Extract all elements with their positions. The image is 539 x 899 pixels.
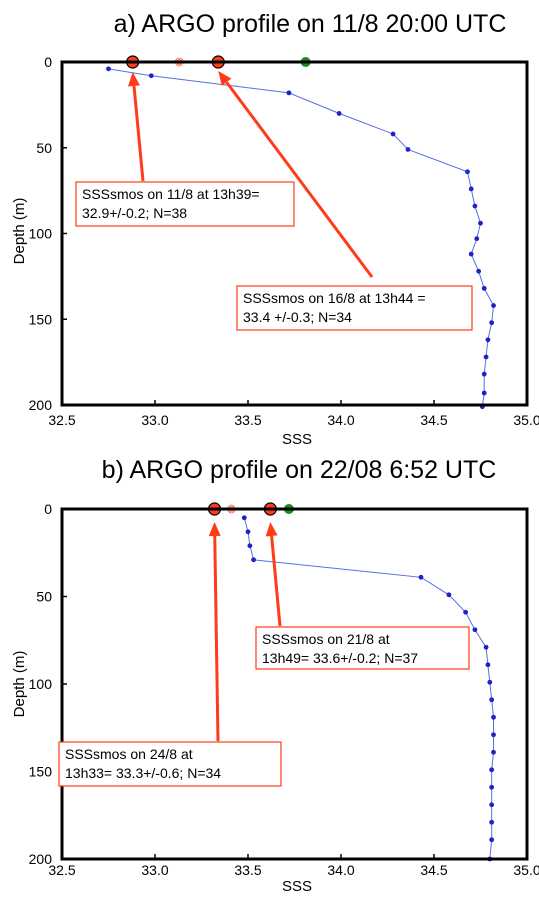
panel-a-annotation-arrow: [132, 85, 145, 182]
panel-b-xtick-label: 35.0: [513, 862, 539, 878]
panel-a-xtick-label: 33.0: [141, 412, 168, 428]
panel-a-profile-point: [476, 268, 482, 274]
panel-a-profile-point: [472, 203, 478, 209]
panel-b-annotation-arrowhead: [265, 522, 278, 537]
panel-a-profile-point: [336, 111, 342, 116]
panel-b-profile-point: [489, 767, 495, 773]
panel-a-annotation-arrowhead: [218, 71, 232, 86]
panel-b-ytick-label: 50: [36, 589, 52, 605]
panel-a-annotation-text: SSSsmos on 11/8 at 13h39=: [82, 186, 260, 202]
panel-b-annotation-arrow: [270, 535, 282, 627]
panel-b-profile-point: [489, 784, 495, 790]
panel-a-profile-point: [491, 303, 496, 308]
panel-b-profile-point: [485, 662, 491, 668]
panel-b-xtick-label: 34.5: [420, 862, 447, 878]
panel-b-profile-point: [489, 837, 495, 843]
panel-a-annotation-text: 32.9+/-0.2; N=38: [82, 205, 187, 221]
panel-a-annotation-box: [75, 181, 295, 227]
panel-a-profile-point: [474, 236, 480, 242]
panel-b-profile-point: [245, 529, 251, 535]
panel-b-profile-point: [491, 714, 496, 720]
panel-b-profile-point: [247, 543, 253, 549]
panel-a-title: a) ARGO profile on 11/8 20:00 UTC: [114, 10, 507, 38]
panel-a-xtick-label: 32.5: [48, 412, 75, 428]
panel-a-ytick-label: 150: [29, 311, 53, 327]
panel-b-ytick-label: 150: [29, 764, 53, 780]
panel-a-annotation-arrow: [225, 81, 374, 278]
panel-a-profile-point: [106, 66, 111, 72]
panel-a-xlabel: SSS: [282, 431, 312, 448]
panel-b-profile-point: [489, 819, 495, 825]
panel-a-ylabel: Depth (m): [11, 198, 28, 265]
panel-a-profile-point: [286, 90, 292, 96]
panel-b-xtick-label: 33.0: [141, 862, 168, 878]
panel-a-annotation-box: [236, 285, 473, 331]
panel-b-xtick-label: 33.5: [234, 862, 261, 878]
panel-a-profile-point: [390, 131, 396, 137]
panel-b-profile-point: [251, 557, 256, 563]
panel-b-chart: b) ARGO profile on 22/08 6:52 UTC SSS De…: [11, 456, 539, 895]
panel-a-xtick-label: 33.5: [234, 412, 261, 428]
panel-b-profile-point: [491, 749, 496, 755]
panel-a-annotation-text: SSSsmos on 16/8 at 13h44 =: [243, 290, 426, 306]
panel-a-chart: a) ARGO profile on 11/8 20:00 UTC SSS De…: [11, 10, 539, 448]
panel-a-profile-point: [489, 320, 495, 326]
panel-b-annotation-arrowhead: [208, 522, 221, 537]
panel-b-frame: [60, 507, 529, 861]
panel-b-annotation-arrow: [213, 535, 220, 742]
panel-a-profile-point: [468, 251, 474, 257]
panel-b-profile-point: [472, 627, 478, 633]
panel-a-profile-point: [478, 220, 483, 226]
panel-b-profile-point: [418, 574, 424, 580]
panel-a-frame: [60, 60, 529, 407]
panel-b-title: b) ARGO profile on 22/08 6:52 UTC: [102, 456, 497, 484]
panel-a-profile-point: [481, 371, 487, 377]
panel-a-profile-line: [108, 68, 495, 407]
panel-a-profile-point: [148, 73, 154, 79]
panel-b-xtick-label: 34.0: [327, 862, 354, 878]
panel-a-ytick-label: 100: [29, 226, 53, 242]
panel-a-profile-point: [465, 169, 470, 175]
panel-a-profile-point: [468, 186, 474, 192]
panel-b-annotation-text: SSSsmos on 21/8 at: [262, 631, 390, 647]
panel-b-profile-point: [241, 515, 247, 521]
panel-a-ytick-label: 0: [44, 54, 52, 70]
panel-b-profile-point: [489, 802, 495, 808]
panel-b-profile-point: [491, 732, 496, 738]
panel-a-ytick-label: 200: [29, 397, 53, 413]
panel-b-annotation-text: 13h49= 33.6+/-0.2; N=37: [262, 650, 418, 666]
panel-b-xtick-label: 32.5: [48, 862, 75, 878]
panel-b-xlabel: SSS: [282, 878, 312, 895]
panel-b-profile-point: [463, 609, 469, 615]
panel-b-annotation-box: [58, 741, 282, 787]
panel-b-ytick-label: 200: [29, 851, 53, 867]
panel-a-xtick-label: 34.0: [327, 412, 354, 428]
panel-a-ytick-label: 50: [36, 140, 52, 156]
panel-b-ytick-label: 100: [29, 676, 53, 692]
panel-a-annotation-text: 33.4 +/-0.3; N=34: [243, 309, 352, 325]
panel-a-annotation-arrowhead: [128, 72, 140, 87]
panel-b-profile-point: [489, 697, 495, 703]
panel-b-profile-point: [487, 679, 493, 685]
panel-b-profile-line: [243, 517, 494, 860]
panel-b-ylabel: Depth (m): [11, 651, 28, 718]
panel-b-profile-point: [483, 644, 489, 650]
panel-b-annotation-text: 13h33= 33.3+/-0.6; N=34: [65, 765, 221, 781]
panel-a-profile-point: [481, 285, 487, 291]
panel-a-xtick-label: 35.0: [513, 412, 539, 428]
panel-a-xtick-label: 34.5: [420, 412, 447, 428]
panel-b-ytick-label: 0: [44, 501, 52, 517]
panel-b-annotation-text: SSSsmos on 24/8 at: [65, 746, 193, 762]
panel-b-annotation-box: [255, 626, 470, 670]
panel-a-profile-point: [481, 390, 487, 396]
panel-b-profile-point: [446, 592, 452, 598]
panel-a-profile-point: [405, 147, 411, 152]
panel-a-profile-point: [485, 337, 491, 343]
panel-a-profile-point: [483, 354, 489, 360]
